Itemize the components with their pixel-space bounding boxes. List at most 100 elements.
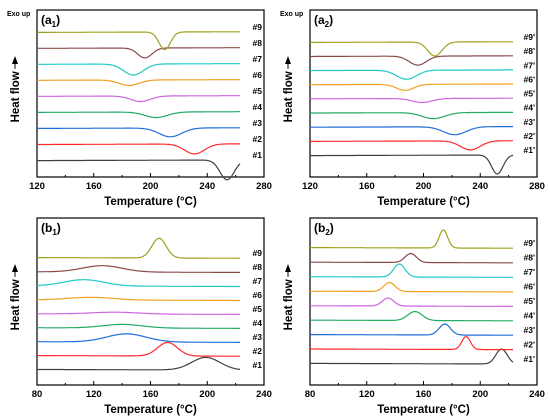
- x-tick-label: 120: [29, 181, 45, 192]
- curve-#2: [37, 143, 240, 155]
- x-tick-label: 280: [529, 181, 545, 192]
- curve-label: #2: [253, 134, 263, 144]
- curve-#3': [310, 323, 513, 336]
- chart-panel-a2: 120 160 200 240 280 Temperature (°C) Heat flow…: [280, 9, 545, 208]
- curve-#7: [37, 63, 240, 76]
- x-tick-label: 240: [199, 181, 215, 192]
- curve-label: #8: [253, 38, 263, 48]
- curve-label: #9': [524, 238, 535, 248]
- exo-up-label: Exo up: [7, 11, 30, 18]
- x-tick-label: 80: [32, 389, 43, 400]
- curve-label: #2': [524, 131, 535, 141]
- curve-label: #9': [524, 32, 535, 42]
- curve-label: #5: [253, 304, 263, 314]
- x-axis-title: Temperature (°C): [104, 196, 197, 208]
- plot-frame: [309, 217, 538, 386]
- curve-#8: [37, 47, 240, 59]
- curve-#3: [37, 127, 240, 138]
- curve-label: #7: [253, 54, 263, 64]
- exo-up-label: Exo up: [280, 11, 303, 18]
- curve-label: #6: [253, 290, 263, 300]
- panel-label: (a2): [314, 13, 333, 29]
- curve-label: #4': [524, 311, 535, 321]
- curve-#2': [310, 335, 513, 351]
- curve-#9: [37, 31, 240, 51]
- curve-#1: [37, 356, 241, 371]
- curve-#4: [37, 111, 240, 119]
- x-tick-label: 240: [472, 181, 488, 192]
- curve-label: #9: [253, 248, 263, 258]
- x-tick-label: 80: [305, 389, 316, 400]
- curve-label: #3': [524, 117, 535, 127]
- x-tick-label: 240: [256, 389, 272, 400]
- curve-label: #1: [253, 360, 263, 370]
- curve-#8': [310, 55, 513, 66]
- curve-label: #5': [524, 296, 535, 306]
- curve-#6': [310, 83, 513, 92]
- curve-#1': [310, 154, 514, 175]
- curve-#3: [37, 333, 240, 343]
- x-tick-label: 200: [472, 389, 488, 400]
- curve-label: #7': [524, 60, 535, 70]
- chart-panel-b2: 80 120 160 200 240 Temperature (°C) Heat flow (…: [283, 217, 545, 416]
- curve-#6: [37, 79, 241, 87]
- curve-#2': [310, 140, 513, 151]
- curve-#8': [310, 252, 513, 264]
- curve-#6': [309, 281, 513, 293]
- heat-flow-arrowhead: [285, 56, 291, 64]
- chart-panel-a1: 120 160 200 240 280 Temperature (°C) Heat flow…: [7, 9, 272, 208]
- curve-label: #4: [253, 318, 263, 328]
- x-tick-label: 240: [529, 389, 545, 400]
- x-tick-label: 200: [143, 181, 159, 192]
- curve-label: #8': [524, 46, 535, 56]
- heat-flow-arrowhead: [12, 56, 18, 64]
- curve-#1': [310, 348, 514, 365]
- curve-label: #8': [524, 253, 535, 263]
- curve-#7': [310, 69, 513, 80]
- x-tick-label: 160: [359, 181, 375, 192]
- curve-#6: [37, 296, 240, 302]
- x-axis-title: Temperature (°C): [377, 196, 470, 208]
- x-tick-label: 160: [416, 389, 432, 400]
- curve-label: #2': [524, 340, 535, 350]
- curve-#7': [310, 263, 513, 278]
- y-axis-title: Heat flow: [283, 279, 295, 330]
- curve-#7: [36, 279, 240, 288]
- plot-frame: [36, 217, 265, 386]
- curve-label: #5': [524, 89, 535, 99]
- curve-label: #2: [253, 346, 263, 356]
- x-tick-label: 120: [86, 389, 102, 400]
- curve-label: #9: [253, 22, 263, 32]
- plot-frame: [309, 9, 538, 178]
- panel-label: (b1): [41, 221, 61, 237]
- x-tick-label: 160: [143, 389, 159, 400]
- curve-#5: [37, 95, 240, 103]
- panel-label: (b2): [314, 221, 334, 237]
- curve-label: #3': [524, 325, 535, 335]
- curve-label: #6': [524, 282, 535, 292]
- curve-label: #1': [524, 145, 535, 155]
- y-axis-title: Heat flow: [10, 71, 22, 122]
- heat-flow-arrowhead: [285, 264, 291, 272]
- curve-label: #4': [524, 103, 535, 113]
- curve-#9': [310, 41, 513, 57]
- curve-label: #1: [253, 150, 263, 160]
- curve-#3': [310, 125, 513, 136]
- curve-label: #6': [524, 74, 535, 84]
- curve-label: #7: [253, 276, 263, 286]
- curve-#8: [37, 265, 240, 273]
- x-tick-label: 280: [256, 181, 272, 192]
- curve-#4: [37, 323, 240, 329]
- panel-label: (a1): [41, 13, 60, 29]
- curve-#5: [37, 311, 240, 315]
- curve-label: #1': [524, 354, 535, 364]
- curve-#4': [310, 111, 513, 120]
- x-tick-label: 120: [359, 389, 375, 400]
- x-tick-label: 160: [86, 181, 102, 192]
- x-tick-label: 200: [199, 389, 215, 400]
- curve-label: #3: [253, 332, 263, 342]
- curve-label: #4: [253, 102, 263, 112]
- curve-label: #6: [253, 70, 263, 80]
- curve-#1: [37, 159, 241, 181]
